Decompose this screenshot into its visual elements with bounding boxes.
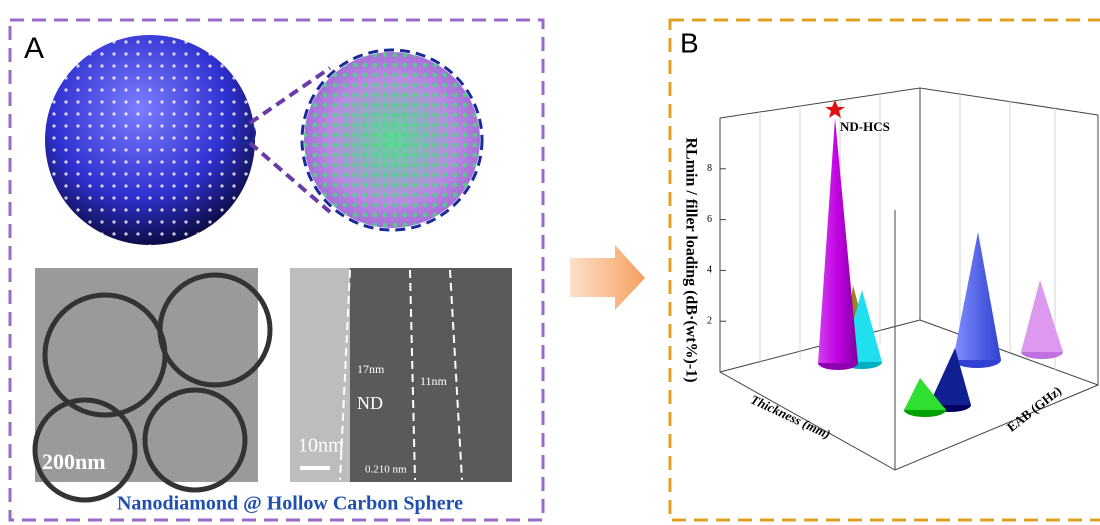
y-tick-label: 4 <box>707 265 712 276</box>
cones <box>818 118 1063 417</box>
panel-label: B <box>680 27 699 58</box>
z-axis-label: EAB (GHz) <box>1004 383 1064 435</box>
star <box>825 100 845 118</box>
panel-b-frame <box>670 20 1100 520</box>
zoom-sphere-dots <box>304 52 480 228</box>
caption: Nanodiamond @ Hollow Carbon Sphere <box>117 493 463 515</box>
y-axis-label: RLmin / filler loading (dB·(wt%)-1) <box>682 137 699 382</box>
grid <box>760 94 1055 370</box>
star-label: ND-HCS <box>840 119 890 134</box>
x-axis-label: Thickness (mm) <box>748 392 833 442</box>
annotation: 17nm <box>357 362 385 376</box>
annotation: 11nm <box>420 374 448 388</box>
y-tick-label: 6 <box>707 214 712 225</box>
annotation: 0.210 nm <box>365 464 407 476</box>
scale-bar-label: 200nm <box>42 449 106 474</box>
y-tick-label: 8 <box>707 163 712 174</box>
sphere-dots <box>45 35 255 245</box>
scale-bar-label: 10nm <box>298 435 344 457</box>
y-tick-label: 2 <box>707 315 712 326</box>
annotation: ND <box>357 393 383 413</box>
figure: A 200nm 17nm 11nm ND 0.210 nm 10nm Nanod… <box>0 0 1100 525</box>
arrow <box>570 245 645 310</box>
panel-label: A <box>24 32 44 65</box>
